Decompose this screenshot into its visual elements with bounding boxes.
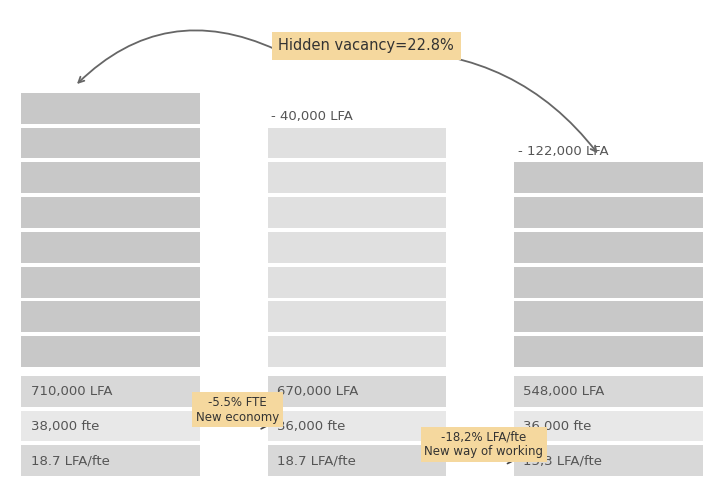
Text: 710,000 LFA: 710,000 LFA	[31, 385, 112, 398]
Bar	[21, 411, 200, 441]
Text: - 122,000 LFA: - 122,000 LFA	[518, 145, 608, 158]
Bar	[514, 162, 703, 193]
Text: -18,2% LFA/fte
New way of working: -18,2% LFA/fte New way of working	[424, 430, 543, 458]
Bar	[21, 93, 200, 124]
Bar	[268, 445, 446, 476]
Text: -5.5% FTE
New economy: -5.5% FTE New economy	[196, 396, 279, 424]
Bar	[514, 445, 703, 476]
Bar	[514, 411, 703, 441]
Bar	[514, 232, 703, 263]
Text: 15,3 LFA/fte: 15,3 LFA/fte	[523, 455, 603, 467]
Bar	[21, 336, 200, 367]
Bar	[21, 376, 200, 407]
Text: - 40,000 LFA: - 40,000 LFA	[271, 110, 353, 123]
Bar	[268, 128, 446, 158]
Bar	[268, 376, 446, 407]
Bar	[21, 128, 200, 158]
Text: 36,000 fte: 36,000 fte	[523, 420, 592, 432]
Bar	[21, 445, 200, 476]
Text: 36,000 fte: 36,000 fte	[277, 420, 346, 432]
Text: 38,000 fte: 38,000 fte	[31, 420, 99, 432]
Text: 18.7 LFA/fte: 18.7 LFA/fte	[31, 455, 109, 467]
Bar	[268, 197, 446, 228]
Bar	[268, 336, 446, 367]
Bar	[21, 267, 200, 298]
Bar	[268, 267, 446, 298]
Bar	[21, 197, 200, 228]
Bar	[268, 301, 446, 332]
Bar	[21, 232, 200, 263]
Bar	[268, 232, 446, 263]
Bar	[514, 376, 703, 407]
Bar	[268, 411, 446, 441]
Bar	[21, 162, 200, 193]
Bar	[268, 162, 446, 193]
Bar	[21, 301, 200, 332]
Bar	[514, 197, 703, 228]
Text: 18.7 LFA/fte: 18.7 LFA/fte	[277, 455, 356, 467]
Text: 548,000 LFA: 548,000 LFA	[523, 385, 605, 398]
Text: Hidden vacancy=22.8%: Hidden vacancy=22.8%	[278, 38, 454, 53]
Text: 670,000 LFA: 670,000 LFA	[277, 385, 358, 398]
Bar	[514, 267, 703, 298]
Bar	[514, 301, 703, 332]
Bar	[514, 336, 703, 367]
